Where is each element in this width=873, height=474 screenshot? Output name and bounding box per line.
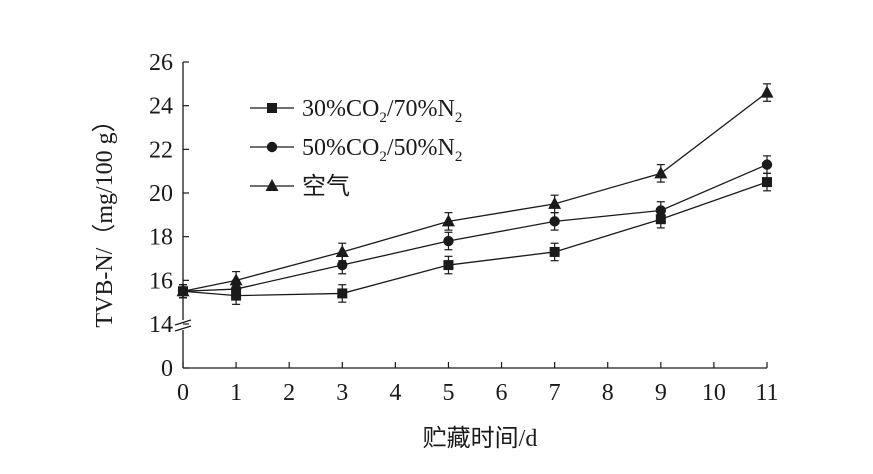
y-tick-label: 22 — [149, 137, 173, 163]
data-point — [549, 216, 560, 227]
series-1 — [178, 172, 772, 305]
y-tick-label: 24 — [149, 94, 173, 120]
data-point — [760, 85, 774, 98]
data-point — [441, 214, 455, 227]
x-tick-label: 7 — [549, 380, 561, 406]
axes — [174, 62, 767, 369]
y-tick-label: 26 — [149, 50, 173, 76]
data-point — [548, 196, 562, 209]
data-point — [761, 159, 773, 170]
y-tick-label: 20 — [149, 181, 173, 207]
series-3 — [176, 83, 774, 299]
series-line — [182, 181, 768, 297]
x-tick-label: 1 — [230, 380, 242, 406]
series-layer — [176, 83, 774, 305]
legend: 30%CO2/70%N2 50%CO2/50%N2 空气 — [250, 96, 462, 200]
y-tick-label: 16 — [149, 268, 173, 294]
x-tick-label: 8 — [602, 380, 614, 406]
legend-marker — [266, 141, 278, 153]
legend-label: 空气 — [302, 173, 350, 200]
legend-item-3: 空气 — [250, 173, 350, 200]
x-tick-label: 0 — [177, 380, 189, 406]
x-tick-label: 4 — [389, 380, 401, 406]
data-point — [549, 246, 560, 257]
data-point — [443, 235, 454, 247]
data-point — [655, 205, 667, 216]
x-tick-label: 2 — [283, 380, 295, 406]
y-tick-label: 14 — [149, 312, 173, 338]
legend-item-2: 50%CO2/50%N2 — [250, 135, 462, 165]
legend-label: 50%CO2/50%N2 — [302, 135, 462, 165]
data-point — [337, 288, 348, 299]
data-point — [337, 259, 348, 271]
series-2 — [177, 155, 773, 299]
data-point — [654, 166, 668, 179]
x-axis-title: 贮藏时间/d — [423, 425, 538, 452]
x-tick-label: 10 — [702, 380, 726, 406]
x-tick-label: 6 — [496, 380, 508, 406]
legend-marker — [267, 103, 277, 113]
data-point — [335, 244, 349, 257]
y-tick-label: 0 — [161, 356, 173, 382]
plot-area: 0 14 16 18 20 22 24 26 0 1 2 3 4 5 6 7 8 9 10 11 — [149, 50, 779, 406]
legend-item-1: 30%CO2/70%N2 — [250, 96, 462, 126]
legend-marker — [265, 179, 279, 191]
x-tick-label: 5 — [442, 380, 454, 406]
axis-ticks: 0 14 16 18 20 22 24 26 0 1 2 3 4 5 6 7 8 9 10 11 — [149, 50, 779, 406]
y-axis-title: TVB-N/（mg/100 g） — [92, 108, 118, 327]
y-axis-break-mark — [174, 325, 192, 332]
y-axis-break-mark — [174, 319, 192, 326]
x-tick-label: 9 — [655, 380, 667, 406]
data-point — [443, 260, 454, 271]
data-point — [176, 284, 190, 297]
legend-label: 30%CO2/70%N2 — [302, 96, 462, 126]
data-point — [762, 177, 772, 188]
y-tick-label: 18 — [149, 225, 173, 251]
x-tick-label: 11 — [755, 380, 778, 406]
data-point — [229, 273, 243, 286]
x-tick-label: 3 — [336, 380, 348, 406]
